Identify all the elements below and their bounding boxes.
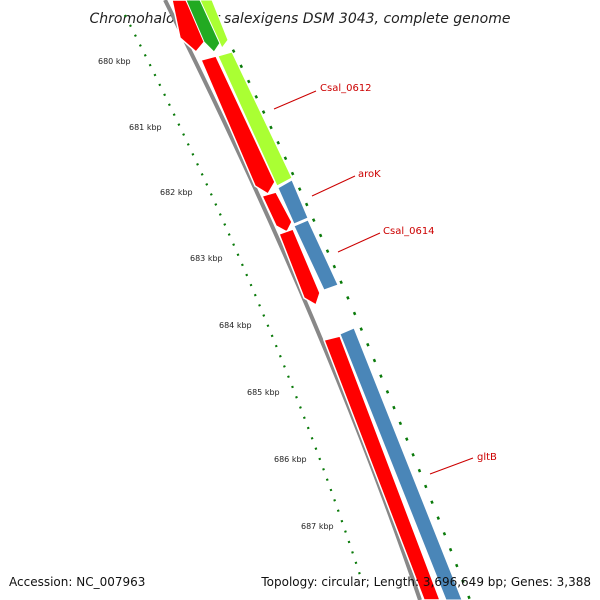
gene-track <box>185 0 463 600</box>
tick-label: 685 kbp <box>247 388 280 397</box>
tick-label: 687 kbp <box>301 522 334 531</box>
ruler-track <box>124 14 362 576</box>
tick-label: 683 kbp <box>190 254 223 263</box>
tick-label: 680 kbp <box>98 57 131 66</box>
gene-segment <box>293 219 339 291</box>
red-cds-track <box>171 0 441 600</box>
tick-label: 684 kbp <box>219 321 252 330</box>
genome-summary-text: Topology: circular; Length: 3,696,649 bp… <box>260 575 591 589</box>
gene-labels: Csal_0612 aroK Csal_0614 gltB <box>320 83 497 463</box>
accession-text: Accession: NC_007963 <box>9 575 145 589</box>
gene-label-arok: aroK <box>358 169 381 180</box>
gene-segment <box>277 179 309 225</box>
cds-segment <box>199 55 276 196</box>
tick-labels: 680 kbp 681 kbp 682 kbp 683 kbp 684 kbp … <box>98 57 334 531</box>
gene-segment <box>339 327 463 600</box>
gene-segment <box>185 0 223 53</box>
cds-segment <box>260 191 293 234</box>
gene-label-csal0614: Csal_0614 <box>383 226 435 237</box>
backbone-line <box>163 0 422 600</box>
gene-segment <box>217 51 293 187</box>
gene-segment <box>199 0 229 49</box>
map-title: Chromohalobacter salexigens DSM 3043, co… <box>90 11 511 27</box>
cds-segment <box>278 228 321 307</box>
cds-segment <box>322 335 441 600</box>
gene-label-gltb: gltB <box>477 452 497 463</box>
tick-label: 681 kbp <box>129 123 162 132</box>
cds-segment <box>171 0 207 54</box>
tick-label: 682 kbp <box>160 188 193 197</box>
gene-label-csal0612: Csal_0612 <box>320 83 372 94</box>
tick-label: 686 kbp <box>274 455 307 464</box>
label-connectors <box>273 90 474 475</box>
